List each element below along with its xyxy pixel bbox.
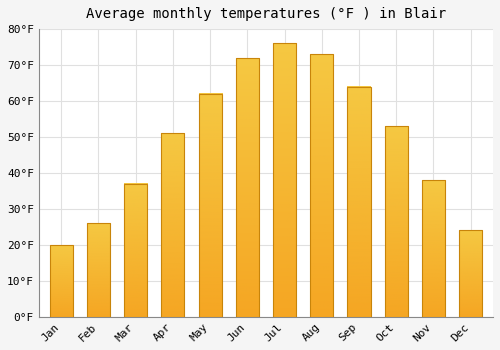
Title: Average monthly temperatures (°F ) in Blair: Average monthly temperatures (°F ) in Bl…: [86, 7, 446, 21]
Bar: [87, 223, 110, 317]
Bar: [273, 43, 296, 317]
Bar: [236, 58, 259, 317]
Bar: [348, 86, 370, 317]
Bar: [310, 54, 334, 317]
Bar: [384, 126, 408, 317]
Bar: [198, 94, 222, 317]
Bar: [50, 245, 72, 317]
Bar: [124, 184, 147, 317]
Bar: [162, 133, 184, 317]
Bar: [459, 231, 482, 317]
Bar: [422, 180, 445, 317]
